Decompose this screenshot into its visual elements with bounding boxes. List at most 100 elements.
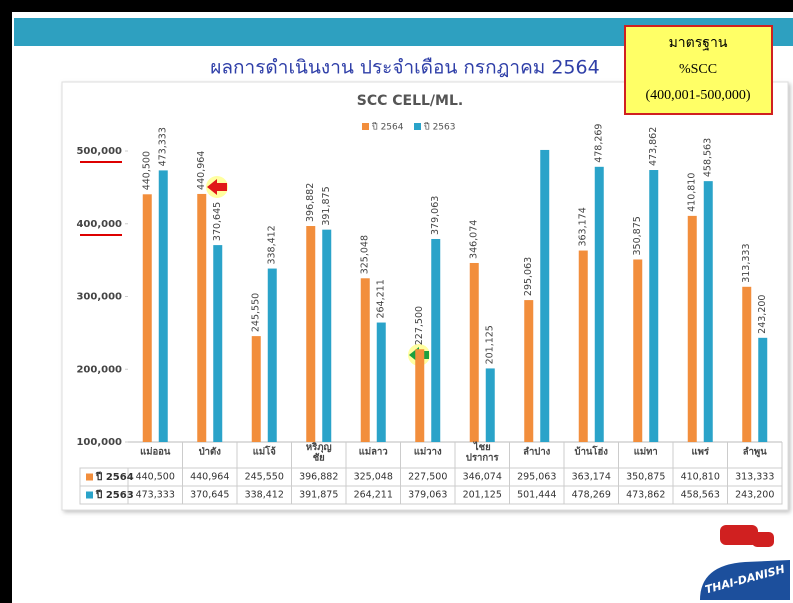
bar [213,245,223,442]
table-cell: 363,174 [572,472,611,483]
bar [431,238,441,442]
bar [540,149,550,442]
data-label: 473,333 [158,127,169,166]
frame-top [0,0,793,12]
data-label: 410,810 [687,173,698,212]
data-label: 245,550 [251,293,262,332]
legend-label: ปี 2563 [424,122,456,133]
data-label: 313,333 [741,244,752,283]
table-cell: 396,882 [299,472,338,483]
legend-swatch [414,123,421,130]
table-cell: 227,500 [408,472,447,483]
table-cell: 313,333 [735,472,774,483]
table-cell: 458,563 [681,490,720,501]
data-label: 325,048 [360,235,371,274]
bar [469,262,479,442]
frame-left [0,0,12,603]
table-cell: 325,048 [354,472,393,483]
data-label: 396,882 [305,183,316,222]
x-tick-label: แม่ลาว [359,447,388,458]
table-cell: 473,333 [136,490,175,501]
data-label: 243,200 [757,295,768,334]
bar [485,368,495,442]
data-label: 473,862 [648,127,659,166]
bar [322,229,332,442]
y-tick-label: 100,000 [76,437,122,448]
table-cell: 501,444 [517,490,556,501]
bar [758,337,768,442]
bar [306,226,316,442]
data-label: 201,125 [485,325,496,364]
x-tick-label: แม่โจ้ [253,446,276,458]
table-cell: 350,875 [626,472,665,483]
table-cell: 478,269 [572,490,611,501]
bar [578,250,588,442]
bar [360,278,370,442]
legend-label: ปี 2564 [372,122,404,133]
data-label: 440,964 [196,151,207,190]
x-tick-label: แพร่ [692,447,710,458]
y-tick-label: 500,000 [76,146,122,157]
data-label: 458,563 [703,138,714,177]
table-cell: 346,074 [463,472,502,483]
bar [703,181,713,442]
table-cell: 370,645 [190,490,229,501]
table-row-label: ปี 2563 [95,489,133,501]
x-tick-label: แม่ทา [634,447,658,458]
bar [742,286,752,442]
table-cell: 201,125 [463,490,502,501]
slide-title: ผลการดำเนินงาน ประจำเดือน กรกฎาคม 2564 [210,57,599,79]
data-label: 440,500 [142,151,153,190]
red-arrow [206,176,228,198]
bar [251,336,261,442]
x-tick-label: ป่าตัง [199,446,222,458]
table-cell: 338,412 [245,490,284,501]
table-cell: 440,500 [136,472,175,483]
data-label: 350,875 [632,216,643,255]
x-tick-label: แม่ออน [140,447,171,458]
legend-swatch [362,123,369,130]
bar [376,322,386,442]
bar [158,170,168,442]
chart-panel [61,81,789,511]
table-cell: 264,211 [354,490,393,501]
y-tick-label: 300,000 [76,292,122,303]
data-label: 295,063 [523,257,534,296]
y-tick-label: 400,000 [76,219,122,230]
data-label: 363,174 [578,207,589,246]
bar [649,170,659,443]
x-tick-label: แม่วาง [414,447,442,458]
bar [415,349,425,442]
bar [142,194,152,442]
plot [142,149,768,443]
table-cell: 440,964 [190,472,229,483]
standard-line: (400,001-500,000) [646,88,751,103]
y-tick-label: 200,000 [76,364,122,375]
x-tick-label: บ้านโฮ่ง [575,446,609,458]
table-swatch [86,491,93,499]
table-cell: 473,862 [626,490,665,501]
x-tick-label: หริภุญชัย [306,441,332,463]
table-swatch [86,473,93,481]
data-label: 346,074 [469,220,480,259]
data-label: 338,412 [267,225,278,264]
bar [197,193,207,442]
logo [700,525,790,600]
table-cell: 243,200 [735,490,774,501]
data-label: 264,211 [376,279,387,318]
bar [267,268,277,442]
standard-line: %SCC [679,62,717,77]
bar [524,300,534,442]
data-label: 478,269 [594,124,605,163]
x-tick-label: ลำพูน [743,447,767,459]
table-cell: 295,063 [517,472,556,483]
data-label: 391,875 [321,186,332,225]
x-tick-label: ลำปาง [523,446,551,458]
bar [687,215,697,442]
table-row-label: ปี 2564 [95,471,133,483]
bar [633,259,643,442]
standard-box [624,25,773,115]
bar [594,166,604,442]
table-cell: 379,063 [408,490,447,501]
chart-title: SCC CELL/ML. [357,93,463,109]
